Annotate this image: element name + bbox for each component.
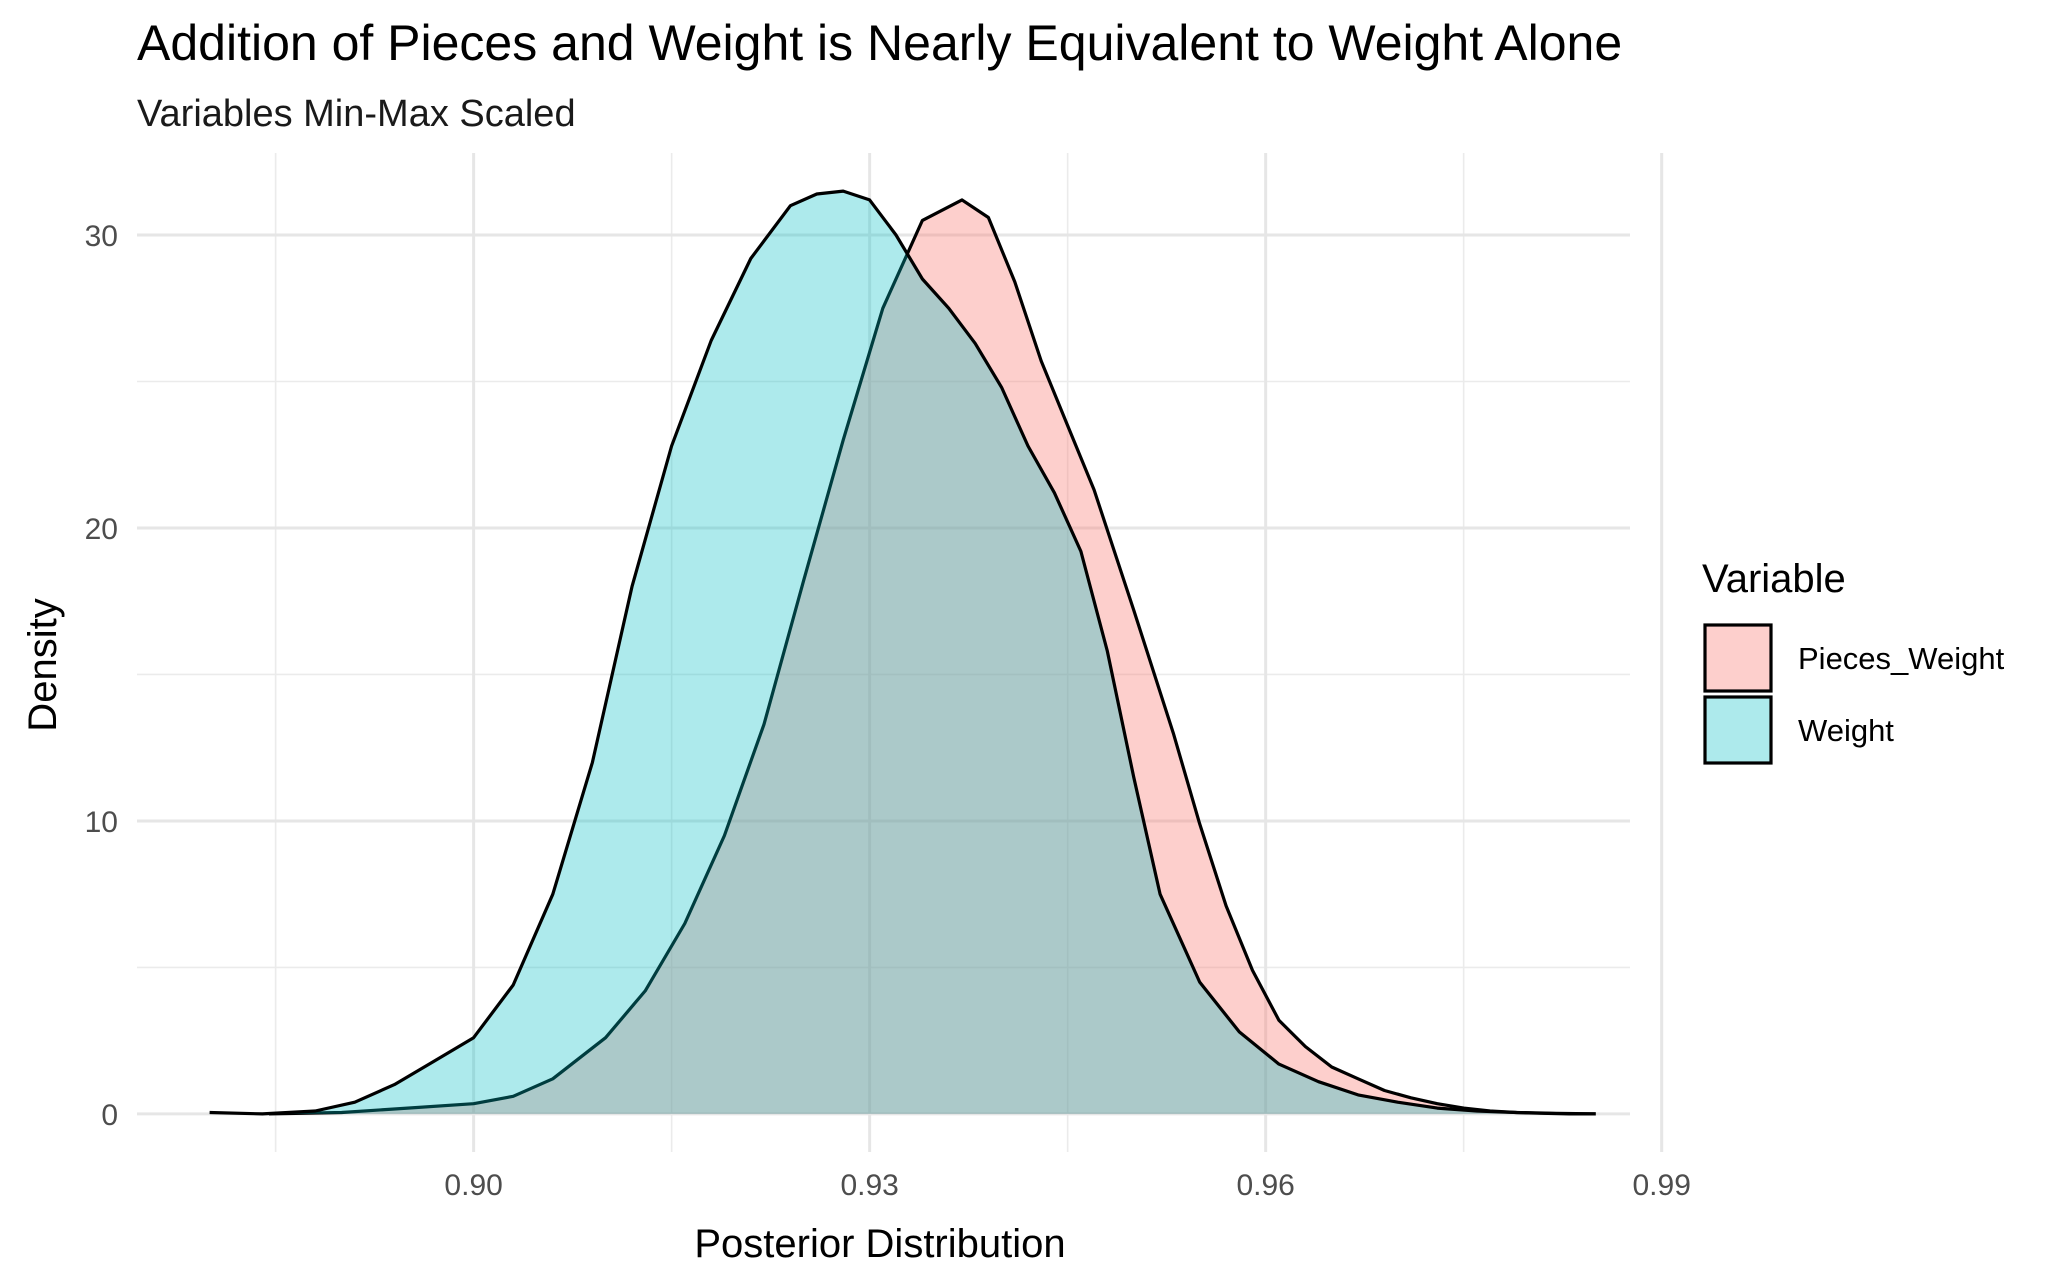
- density-area-weight: [209, 191, 1596, 1114]
- y-axis-title: Density: [21, 598, 65, 731]
- grid-layer: [137, 153, 1664, 1152]
- legend-label-pieces-weight: Pieces_Weight: [1798, 641, 2005, 676]
- density-areas: [209, 189, 1596, 1116]
- density-outline-pieces-weight: [268, 198, 1596, 1116]
- legend: Variable Pieces_Weight Weight: [1702, 557, 2005, 765]
- legend-label-weight: Weight: [1798, 713, 1894, 748]
- legend-key-weight: [1703, 695, 1773, 765]
- density-area-pieces-weight: [269, 199, 1596, 1114]
- x-tick-label: 0.99: [1632, 1169, 1690, 1202]
- x-tick-label: 0.96: [1236, 1169, 1294, 1202]
- legend-key-background: [1705, 625, 1771, 691]
- legend-title: Variable: [1702, 557, 1846, 601]
- x-tick-label: 0.93: [840, 1169, 898, 1202]
- x-axis-title: Posterior Distribution: [694, 1222, 1065, 1266]
- y-tick-label: 10: [85, 806, 118, 839]
- chart-title: Addition of Pieces and Weight is Nearly …: [137, 15, 1622, 71]
- y-tick-label: 20: [85, 513, 118, 546]
- y-tick-label: 30: [85, 220, 118, 253]
- legend-key-pieces-weight: [1703, 623, 1773, 693]
- x-tick-label: 0.90: [444, 1169, 502, 1202]
- y-tick-label: 0: [101, 1099, 118, 1132]
- axis-labels: 0.90 0.93 0.96 0.99 0 10 20 30: [85, 220, 1691, 1202]
- density-outline-weight: [209, 189, 1596, 1116]
- chart-subtitle: Variables Min-Max Scaled: [137, 93, 576, 135]
- legend-key-background: [1705, 697, 1771, 763]
- legend-items: Pieces_Weight Weight: [1703, 623, 2005, 765]
